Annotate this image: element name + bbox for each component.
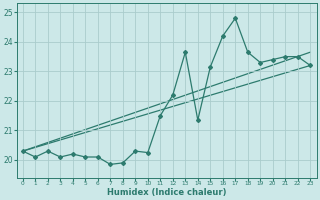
- X-axis label: Humidex (Indice chaleur): Humidex (Indice chaleur): [107, 188, 226, 197]
